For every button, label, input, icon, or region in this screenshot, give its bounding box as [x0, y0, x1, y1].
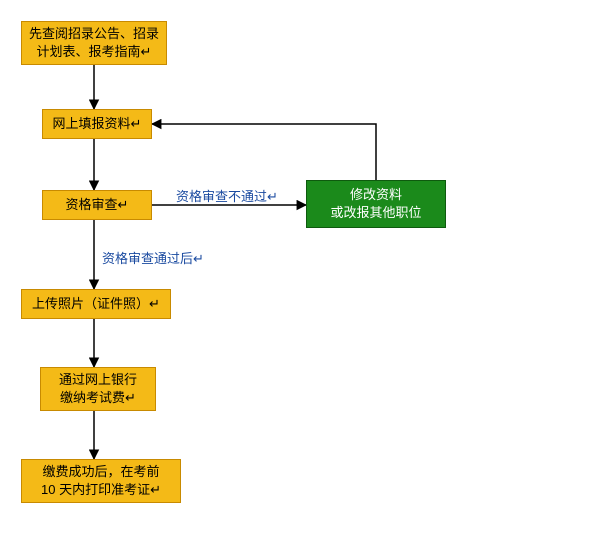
flowchart-node-n1: 先查阅招录公告、招录 计划表、报考指南↵ — [21, 21, 167, 65]
flowchart-edges — [0, 0, 600, 533]
flowchart-node-n5: 上传照片（证件照）↵ — [21, 289, 171, 319]
flowchart-node-n6: 通过网上银行 缴纳考试费↵ — [40, 367, 156, 411]
flowchart-node-n3: 资格审查↵ — [42, 190, 152, 220]
flowchart-edge-label-e5: 资格审查通过后↵ — [102, 248, 204, 267]
flowchart-edge-label-e3: 资格审查不通过↵ — [176, 186, 278, 205]
flowchart-edge-e4 — [152, 124, 376, 180]
flowchart-node-n4: 修改资料 或改报其他职位 — [306, 180, 446, 228]
flowchart-node-n7: 缴费成功后，在考前 10 天内打印准考证↵ — [21, 459, 181, 503]
flowchart-node-n2: 网上填报资料↵ — [42, 109, 152, 139]
